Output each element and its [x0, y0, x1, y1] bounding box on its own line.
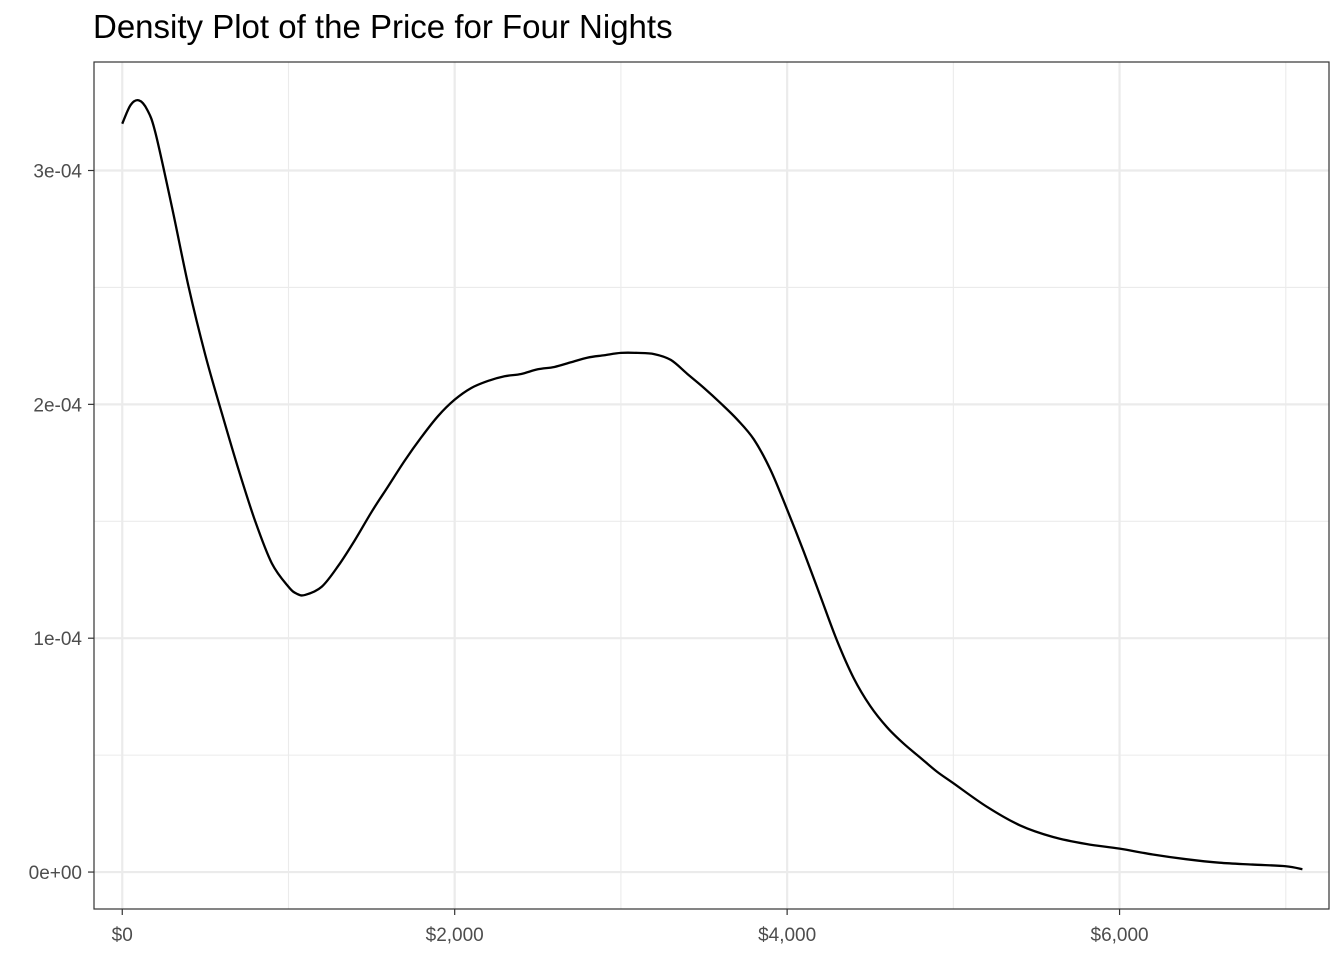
x-tick-label: $4,000: [758, 925, 816, 946]
y-tick-label: 2e-04: [33, 395, 82, 416]
y-tick-label: 0e+00: [29, 863, 82, 884]
x-tick-label: $2,000: [426, 925, 484, 946]
axis-ticks: [88, 169, 1121, 915]
density-line: [121, 99, 1303, 871]
chart-title: Density Plot of the Price for Four Night…: [93, 8, 673, 45]
axis-tick-labels: $0 $2,000 $4,000 $6,000 0e+00 1e-04 2e-04 3e-04: [29, 162, 1149, 946]
major-gridlines: [94, 62, 1329, 909]
y-tick-label: 1e-04: [33, 629, 82, 650]
panel-border: [93, 61, 1330, 910]
y-tick-label: 3e-04: [33, 162, 82, 183]
series-layer: [121, 99, 1303, 871]
x-tick-label: $6,000: [1091, 925, 1149, 946]
minor-gridlines: [94, 62, 1329, 909]
x-tick-label: $0: [112, 925, 133, 946]
